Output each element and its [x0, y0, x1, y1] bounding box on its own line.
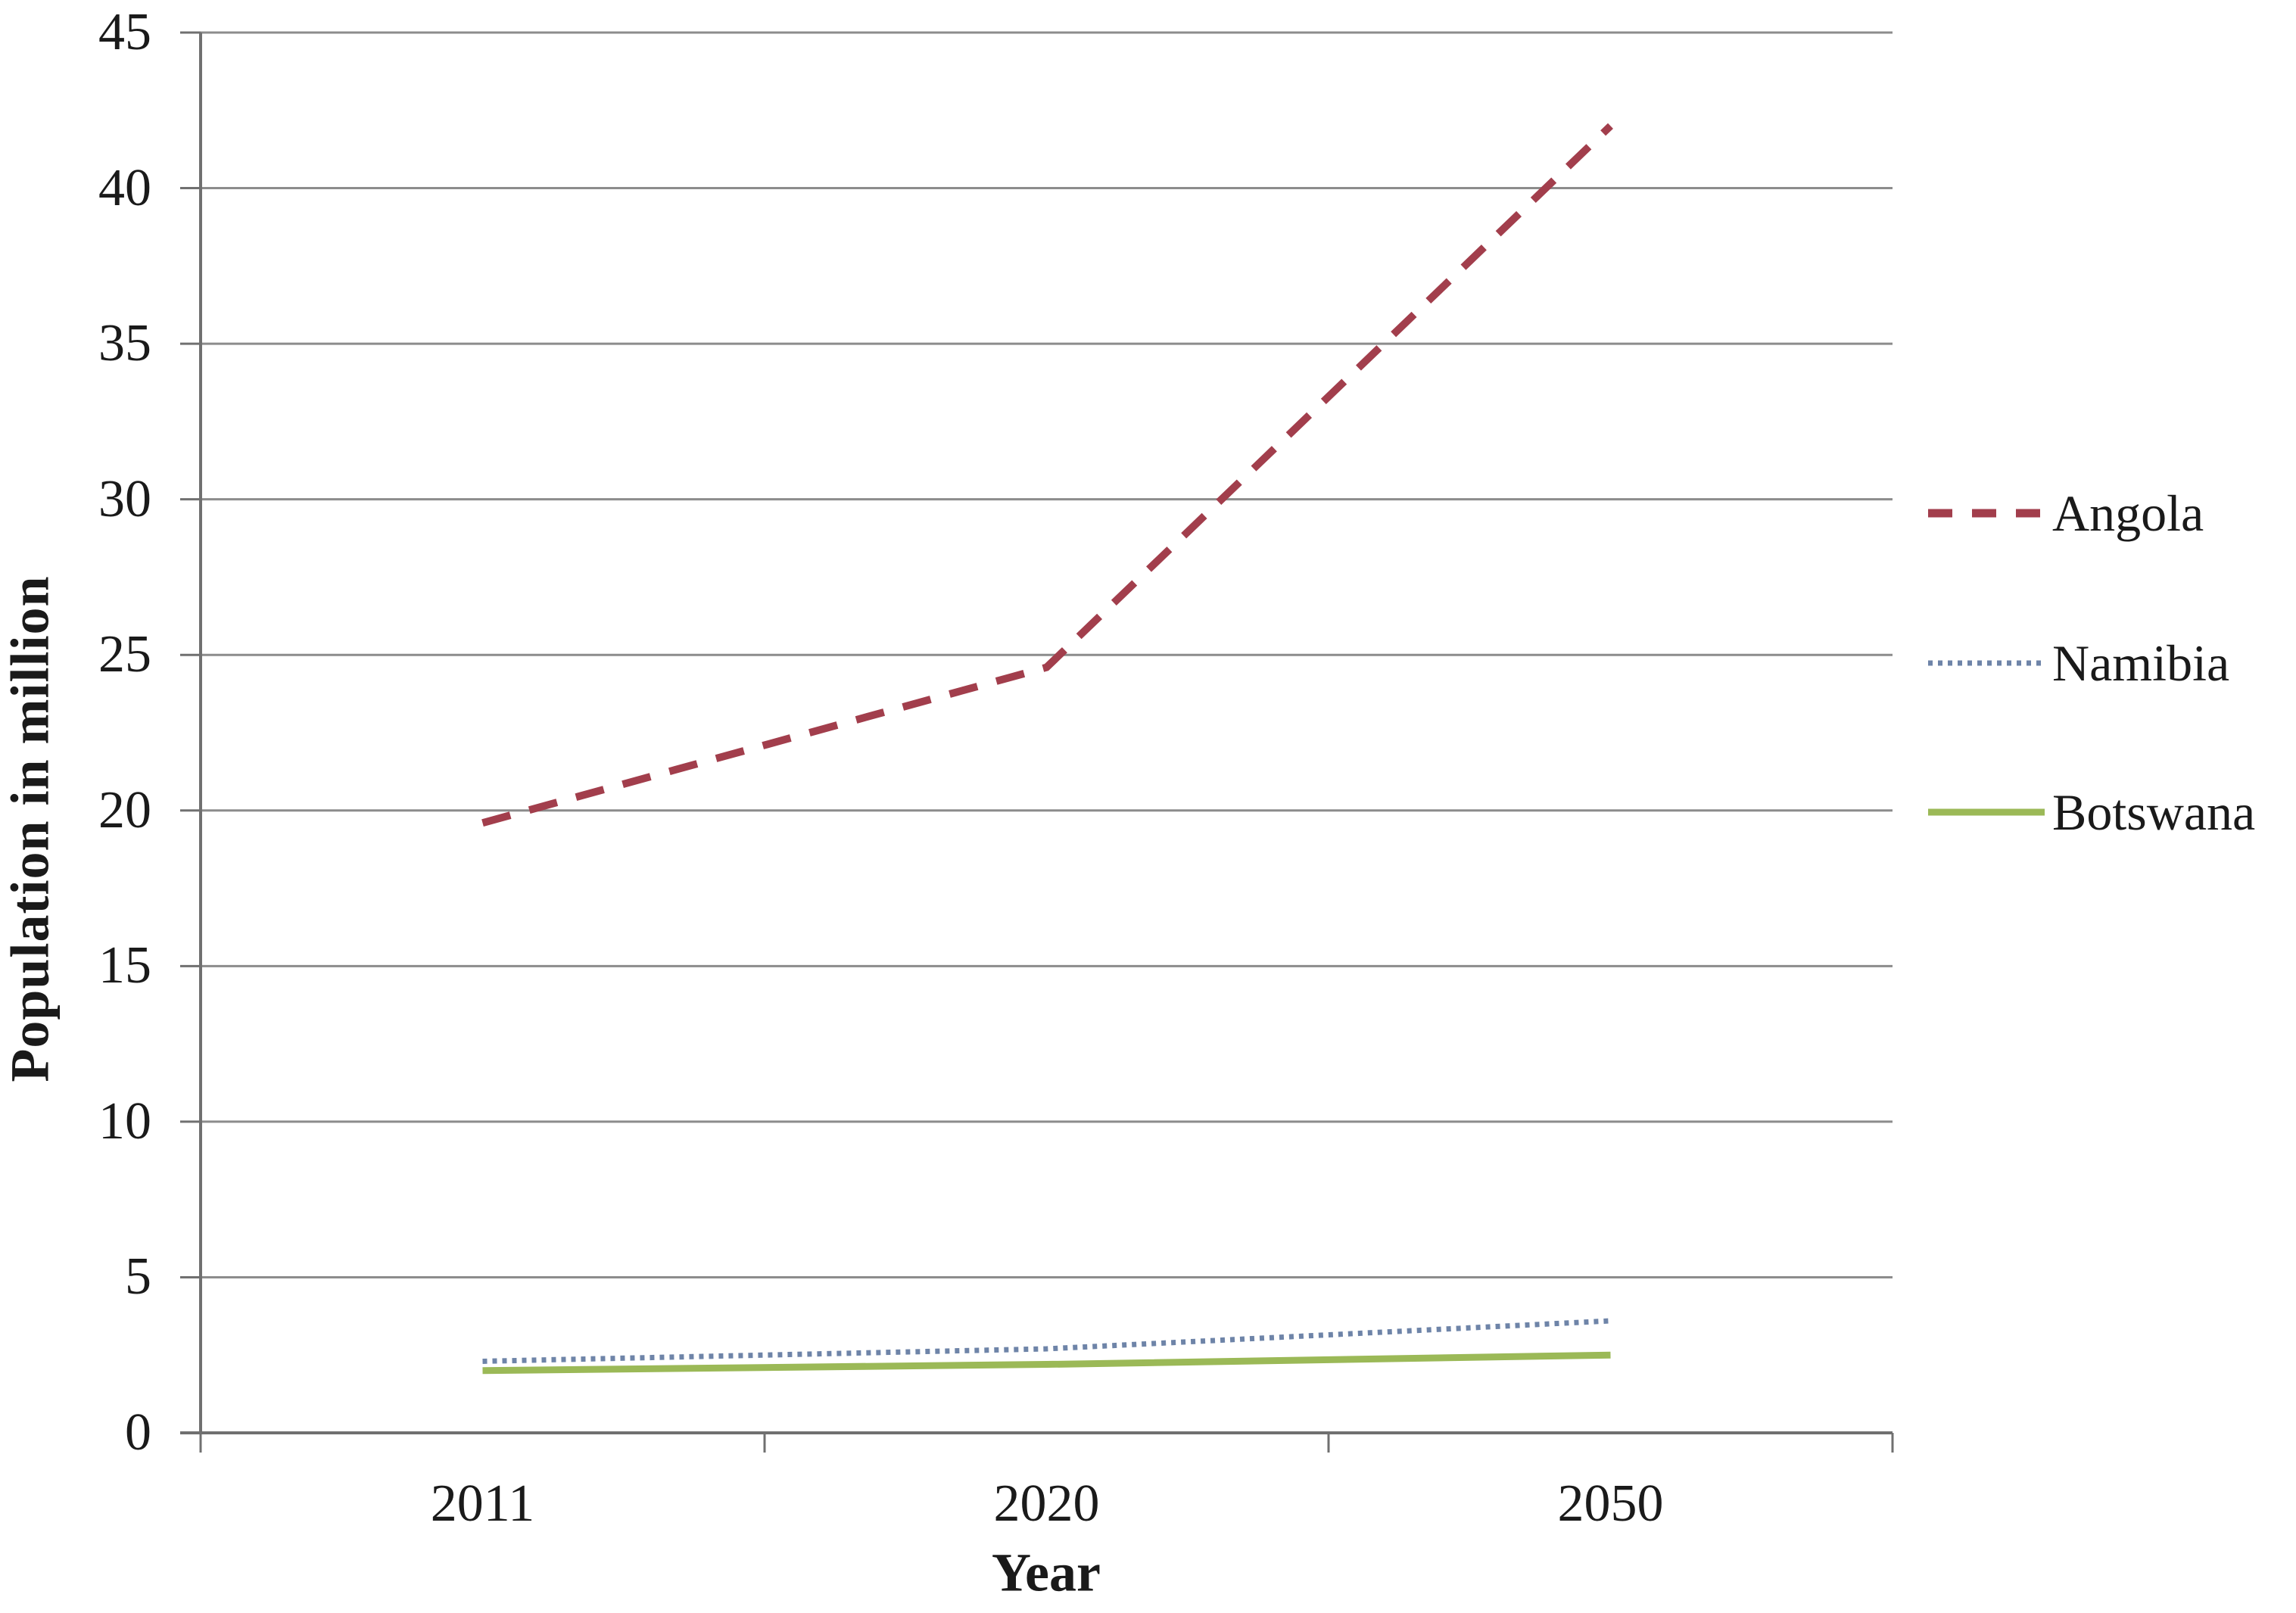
legend-line-sample: [1928, 660, 2045, 666]
y-tick-label: 45: [98, 3, 151, 61]
y-tick-label: 20: [98, 780, 151, 839]
y-tick-label: 25: [98, 625, 151, 684]
y-tick-label: 10: [98, 1091, 151, 1151]
x-axis-title: Year: [992, 1542, 1101, 1603]
series-line-namibia: [482, 1318, 1611, 1364]
series-line-angola: [481, 123, 1613, 827]
y-tick-label: 15: [98, 936, 151, 995]
y-tick-label: 40: [98, 158, 151, 217]
legend-label: Namibia: [2052, 634, 2230, 692]
legend-line-sample: [1928, 808, 2045, 816]
y-tick-label: 30: [98, 469, 151, 528]
legend-line-sample: [1928, 509, 2045, 518]
legend-item-angola: Angola: [1927, 487, 2204, 539]
legend-label: Angola: [2052, 484, 2204, 542]
y-tick-label: 0: [125, 1403, 151, 1462]
legend-item-namibia: Namibia: [1927, 637, 2229, 689]
legend-item-botswana: Botswana: [1927, 786, 2255, 838]
x-tick-label: 2050: [1557, 1474, 1664, 1533]
series-line-botswana: [482, 1351, 1611, 1375]
y-tick-label: 5: [125, 1247, 151, 1306]
x-tick-label: 2011: [430, 1474, 535, 1533]
x-tick-label: 2020: [993, 1474, 1100, 1533]
y-tick-label: 35: [98, 314, 151, 373]
legend-label: Botswana: [2052, 783, 2256, 841]
